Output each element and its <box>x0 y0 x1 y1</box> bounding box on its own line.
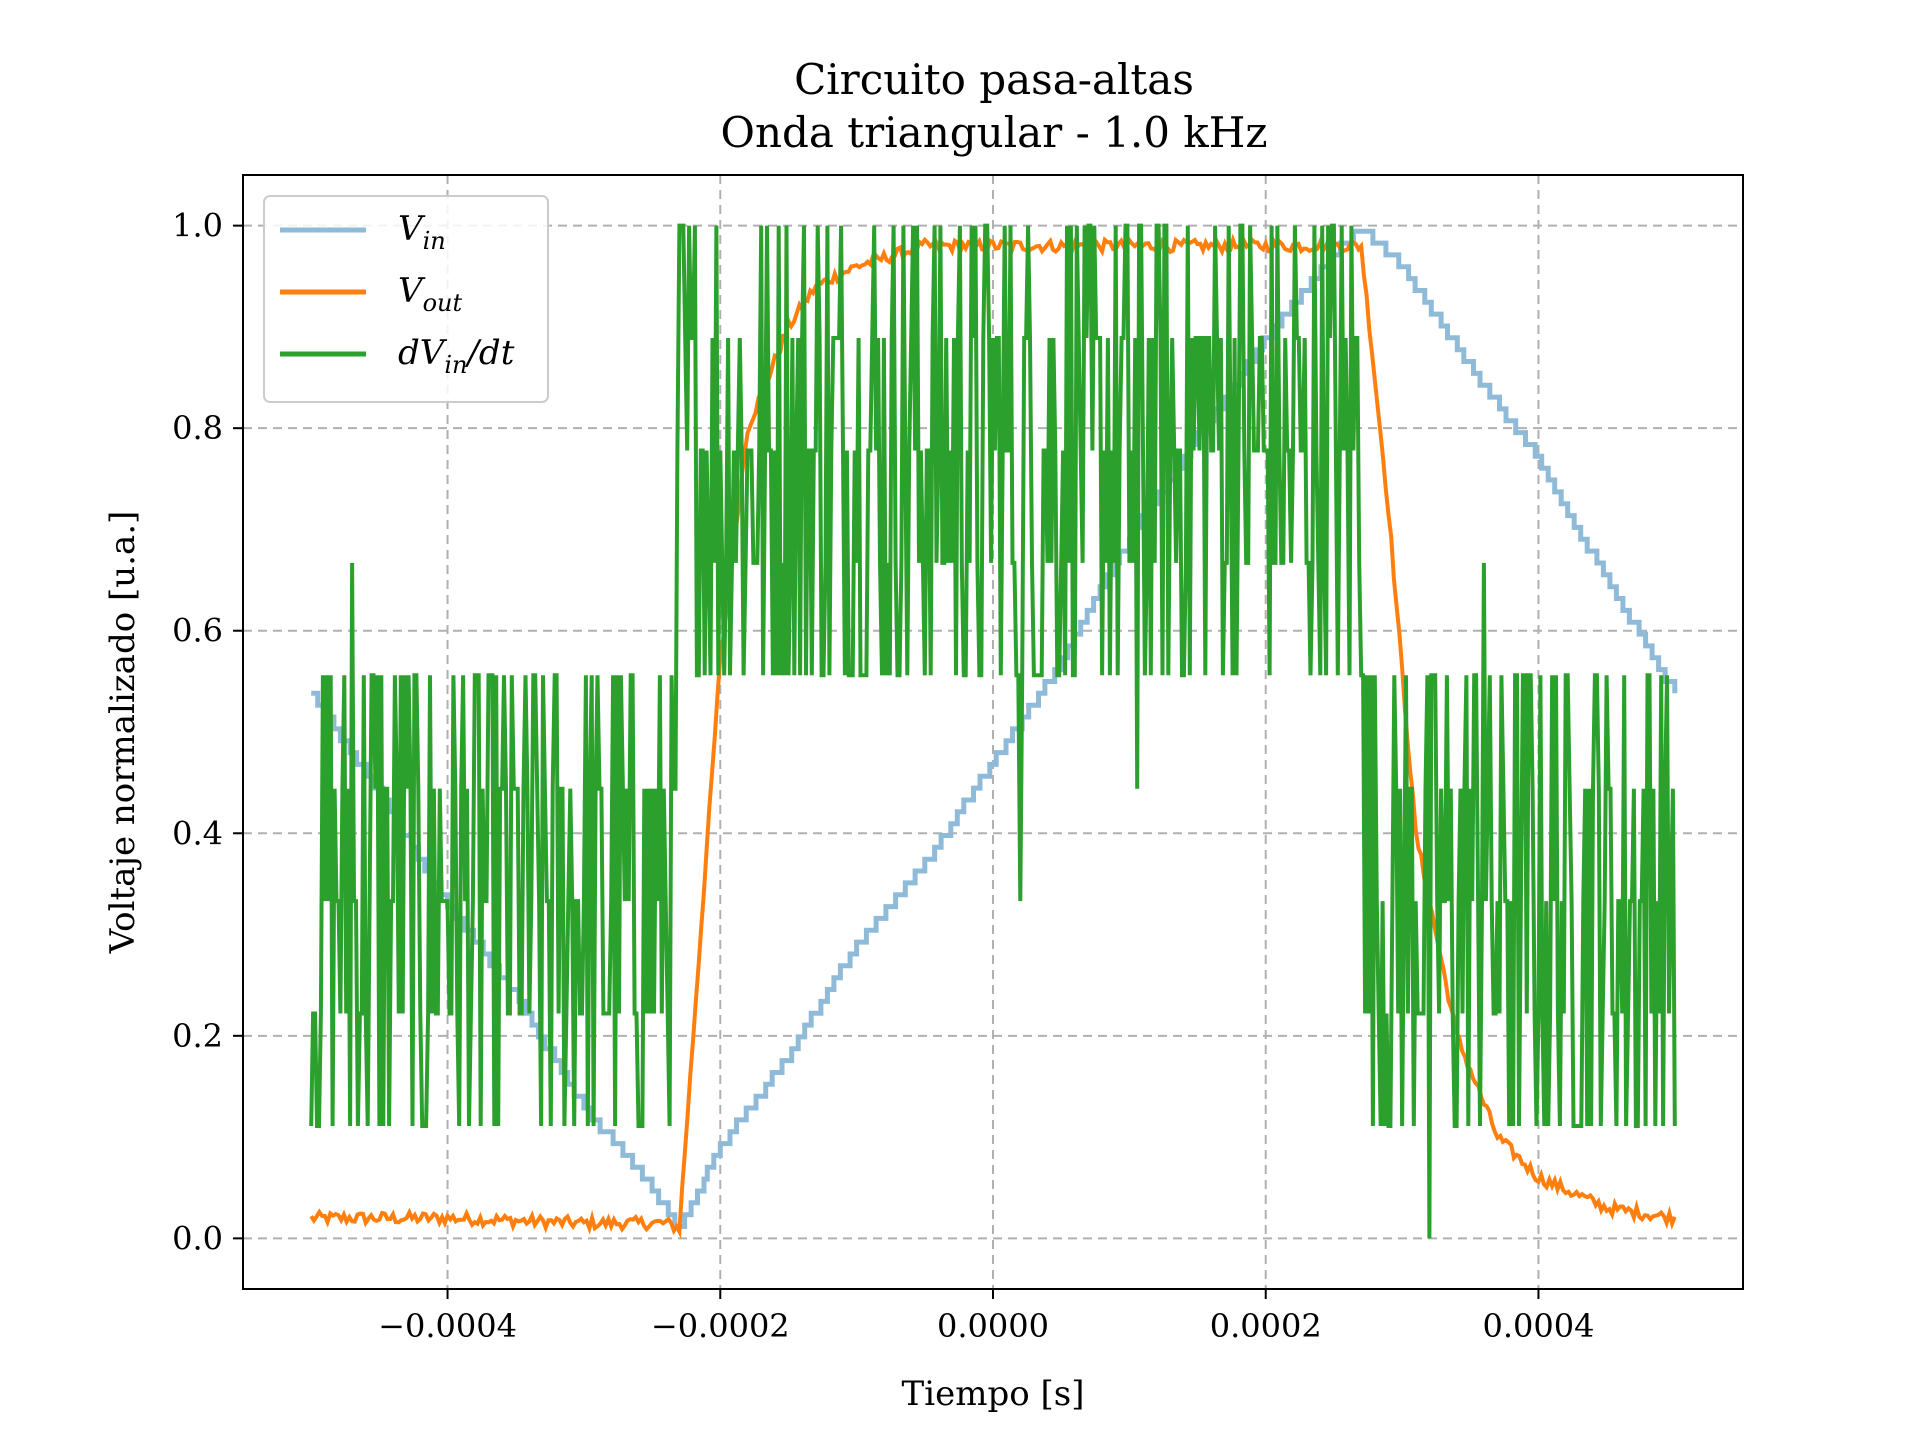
series-layer <box>309 223 1678 1239</box>
y-tick-label: 1.0 <box>172 207 223 245</box>
legend-box <box>263 195 549 403</box>
x-tick-label: 0.0000 <box>937 1307 1049 1345</box>
y-tick-label: 0.4 <box>172 814 223 852</box>
x-axis-ticks: −0.0004 −0.0002 0.0000 0.0002 0.0004 <box>378 1289 1594 1345</box>
series-line-vout <box>309 233 1677 1239</box>
x-tick-label: 0.0002 <box>1210 1307 1322 1345</box>
chart-title: Circuito pasa-altas <box>794 55 1194 104</box>
legend-label-dvin: dVin/dt <box>398 333 515 379</box>
y-axis-label: Voltaje normalizado [u.a.] <box>103 511 143 955</box>
x-tick-label: −0.0002 <box>651 1307 790 1345</box>
legend-label-vout: Vout <box>398 271 462 317</box>
x-axis-label: Tiempo [s] <box>902 1374 1085 1414</box>
x-tick-label: −0.0004 <box>378 1307 517 1345</box>
legend: Vin Vout dVin/dt <box>263 195 549 403</box>
y-tick-label: 0.2 <box>172 1017 223 1055</box>
series-line-dvin <box>309 223 1677 1239</box>
chart-subtitle: Onda triangular - 1.0 kHz <box>721 108 1268 157</box>
y-tick-label: 0.6 <box>172 612 223 650</box>
y-tick-label: 0.0 <box>172 1219 223 1257</box>
y-axis-ticks: 0.0 0.2 0.4 0.6 0.8 1.0 <box>172 207 243 1257</box>
legend-label-vin: Vin <box>398 209 446 255</box>
x-tick-label: 0.0004 <box>1482 1307 1594 1345</box>
y-tick-label: 0.8 <box>172 409 223 447</box>
